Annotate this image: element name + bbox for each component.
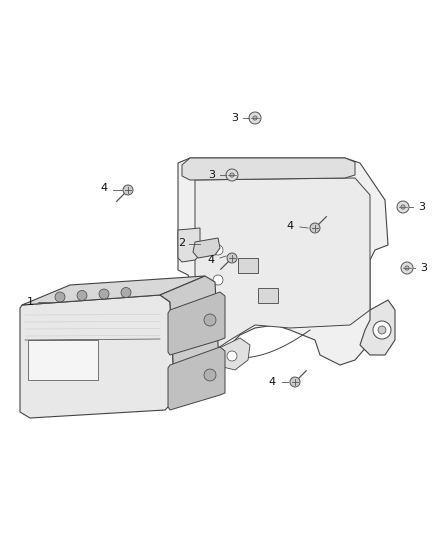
- Circle shape: [227, 253, 237, 263]
- Polygon shape: [182, 158, 355, 180]
- Polygon shape: [258, 288, 278, 303]
- Text: 4: 4: [101, 183, 108, 193]
- Text: 4: 4: [208, 255, 215, 265]
- Bar: [28, 340, 98, 380]
- Circle shape: [204, 314, 216, 326]
- Text: 3: 3: [231, 113, 238, 123]
- Polygon shape: [168, 292, 225, 355]
- Polygon shape: [178, 158, 388, 365]
- Text: 3: 3: [418, 202, 425, 212]
- Text: 4: 4: [287, 221, 294, 231]
- Circle shape: [249, 112, 261, 124]
- Circle shape: [290, 377, 300, 387]
- Circle shape: [204, 369, 216, 381]
- Text: 3: 3: [208, 170, 215, 180]
- Circle shape: [121, 287, 131, 297]
- Polygon shape: [160, 276, 220, 400]
- Text: 4: 4: [269, 377, 276, 387]
- Text: 1: 1: [27, 297, 33, 307]
- Circle shape: [123, 185, 133, 195]
- Circle shape: [401, 262, 413, 274]
- Polygon shape: [193, 238, 220, 258]
- Polygon shape: [360, 300, 395, 355]
- Circle shape: [397, 201, 409, 213]
- Circle shape: [253, 116, 257, 120]
- Circle shape: [77, 290, 87, 301]
- Circle shape: [55, 292, 65, 302]
- Circle shape: [310, 223, 320, 233]
- Circle shape: [401, 205, 405, 209]
- Circle shape: [378, 326, 386, 334]
- Polygon shape: [20, 295, 175, 418]
- Circle shape: [99, 289, 109, 299]
- Circle shape: [226, 169, 238, 181]
- Polygon shape: [168, 347, 225, 410]
- Polygon shape: [195, 178, 370, 350]
- Circle shape: [213, 275, 223, 285]
- Circle shape: [213, 245, 223, 255]
- Polygon shape: [238, 258, 258, 273]
- Circle shape: [230, 173, 234, 177]
- Circle shape: [227, 351, 237, 361]
- Polygon shape: [210, 338, 250, 370]
- Circle shape: [405, 266, 409, 270]
- Polygon shape: [22, 276, 205, 305]
- Circle shape: [373, 321, 391, 339]
- Text: 2: 2: [178, 238, 186, 248]
- Text: 3: 3: [420, 263, 427, 273]
- Polygon shape: [178, 228, 200, 262]
